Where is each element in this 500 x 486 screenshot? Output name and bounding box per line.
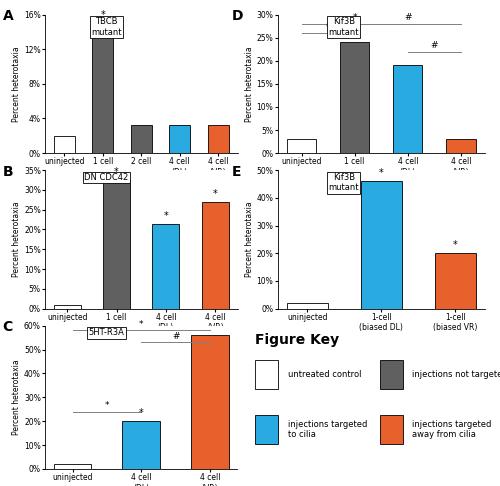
- Text: #: #: [172, 332, 180, 341]
- Text: *: *: [379, 169, 384, 178]
- Text: #: #: [430, 41, 438, 50]
- Text: Kif3B
mutant: Kif3B mutant: [328, 173, 359, 192]
- Text: *: *: [164, 211, 168, 221]
- Y-axis label: Percent heterotaxia: Percent heterotaxia: [244, 46, 254, 122]
- Text: Kif3B
mutant: Kif3B mutant: [328, 17, 359, 37]
- Bar: [287, 303, 328, 309]
- Y-axis label: Percent heterotaxia: Percent heterotaxia: [244, 202, 254, 277]
- Text: injections targeted
away from cilia: injections targeted away from cilia: [412, 420, 492, 439]
- Text: #: #: [404, 14, 411, 22]
- Text: injections not targeted: injections not targeted: [412, 370, 500, 379]
- Bar: [92, 23, 114, 153]
- Bar: [361, 181, 402, 309]
- Text: *: *: [326, 23, 330, 32]
- Bar: [103, 180, 130, 309]
- Text: *: *: [139, 408, 143, 418]
- Text: TBCB
mutant: TBCB mutant: [92, 17, 122, 37]
- Text: *: *: [114, 167, 119, 177]
- FancyBboxPatch shape: [380, 360, 402, 389]
- Bar: [54, 305, 81, 309]
- Y-axis label: Percent heterotaxia: Percent heterotaxia: [12, 46, 22, 122]
- Bar: [130, 124, 152, 153]
- Bar: [208, 124, 229, 153]
- FancyBboxPatch shape: [380, 415, 402, 444]
- Text: *: *: [352, 14, 357, 22]
- Bar: [191, 335, 229, 469]
- Text: *: *: [213, 189, 218, 199]
- Bar: [202, 202, 229, 309]
- Text: injections targeted
to cilia: injections targeted to cilia: [288, 420, 367, 439]
- Bar: [122, 421, 160, 469]
- Text: *: *: [104, 401, 109, 410]
- Text: A: A: [2, 9, 14, 23]
- Text: C: C: [2, 320, 13, 334]
- Bar: [169, 124, 190, 153]
- FancyBboxPatch shape: [255, 360, 278, 389]
- Text: untreated control: untreated control: [288, 370, 361, 379]
- Y-axis label: Percent heterotaxia: Percent heterotaxia: [12, 202, 21, 277]
- Text: *: *: [139, 320, 143, 329]
- Bar: [340, 42, 370, 153]
- Y-axis label: Percent heterotaxia: Percent heterotaxia: [12, 360, 21, 435]
- Bar: [152, 224, 180, 309]
- Bar: [287, 139, 316, 153]
- Bar: [54, 136, 75, 153]
- Text: 5HT-R3A: 5HT-R3A: [88, 329, 124, 337]
- Bar: [435, 253, 476, 309]
- Text: Figure Key: Figure Key: [255, 333, 339, 347]
- Bar: [446, 139, 476, 153]
- Text: *: *: [100, 11, 105, 20]
- Text: E: E: [232, 165, 241, 178]
- FancyBboxPatch shape: [255, 415, 278, 444]
- Text: D: D: [232, 9, 243, 23]
- Bar: [393, 66, 422, 153]
- Text: *: *: [453, 241, 458, 250]
- Text: DN CDC42: DN CDC42: [84, 173, 128, 182]
- Text: B: B: [2, 165, 14, 178]
- Bar: [54, 464, 92, 469]
